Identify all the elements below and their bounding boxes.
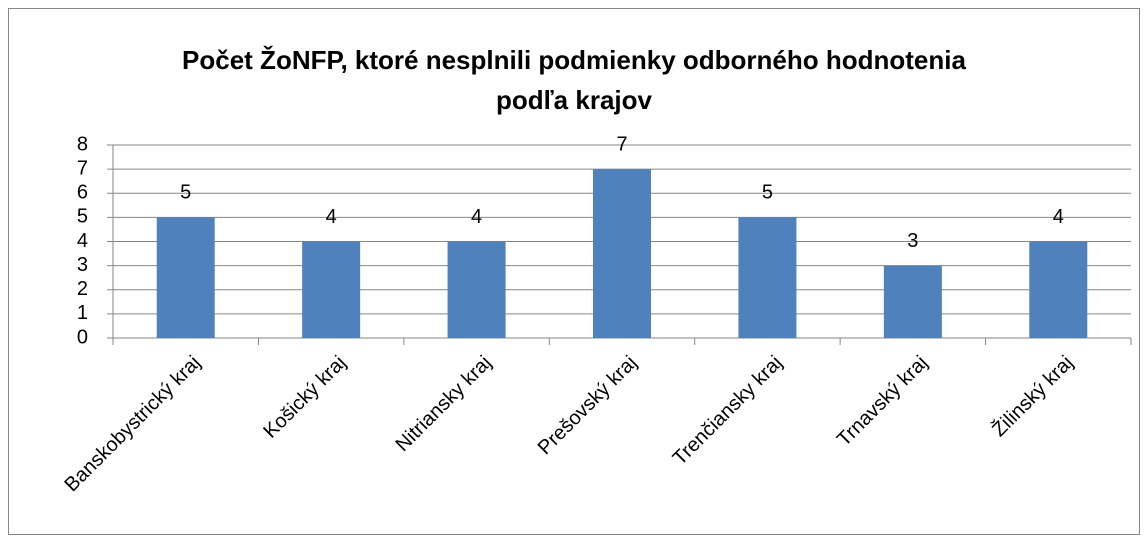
data-label: 5: [180, 182, 191, 204]
y-tick-label: 2: [77, 278, 88, 300]
y-tick-label: 4: [77, 230, 88, 252]
data-label: 5: [762, 182, 773, 204]
y-tick-label: 6: [77, 182, 88, 204]
y-tick-label: 0: [77, 326, 88, 348]
bar: [156, 217, 215, 338]
y-tick-label: 5: [77, 206, 88, 228]
y-tick-label: 8: [77, 133, 88, 155]
y-tick-label: 3: [77, 254, 88, 276]
chart-title: Počet ŽoNFP, ktoré nesplnili podmienky o…: [182, 45, 966, 115]
data-label: 4: [471, 206, 482, 228]
data-label: 4: [1053, 206, 1064, 228]
bar: [302, 241, 361, 338]
bar: [1029, 241, 1088, 338]
bar: [738, 217, 797, 338]
data-label: 3: [907, 230, 918, 252]
y-tick-label: 1: [77, 302, 88, 324]
y-tick-label: 7: [77, 157, 88, 179]
data-label: 7: [616, 133, 627, 155]
bar: [447, 241, 506, 338]
bar: [593, 169, 651, 338]
bar: [883, 265, 942, 338]
data-label: 4: [326, 206, 337, 228]
